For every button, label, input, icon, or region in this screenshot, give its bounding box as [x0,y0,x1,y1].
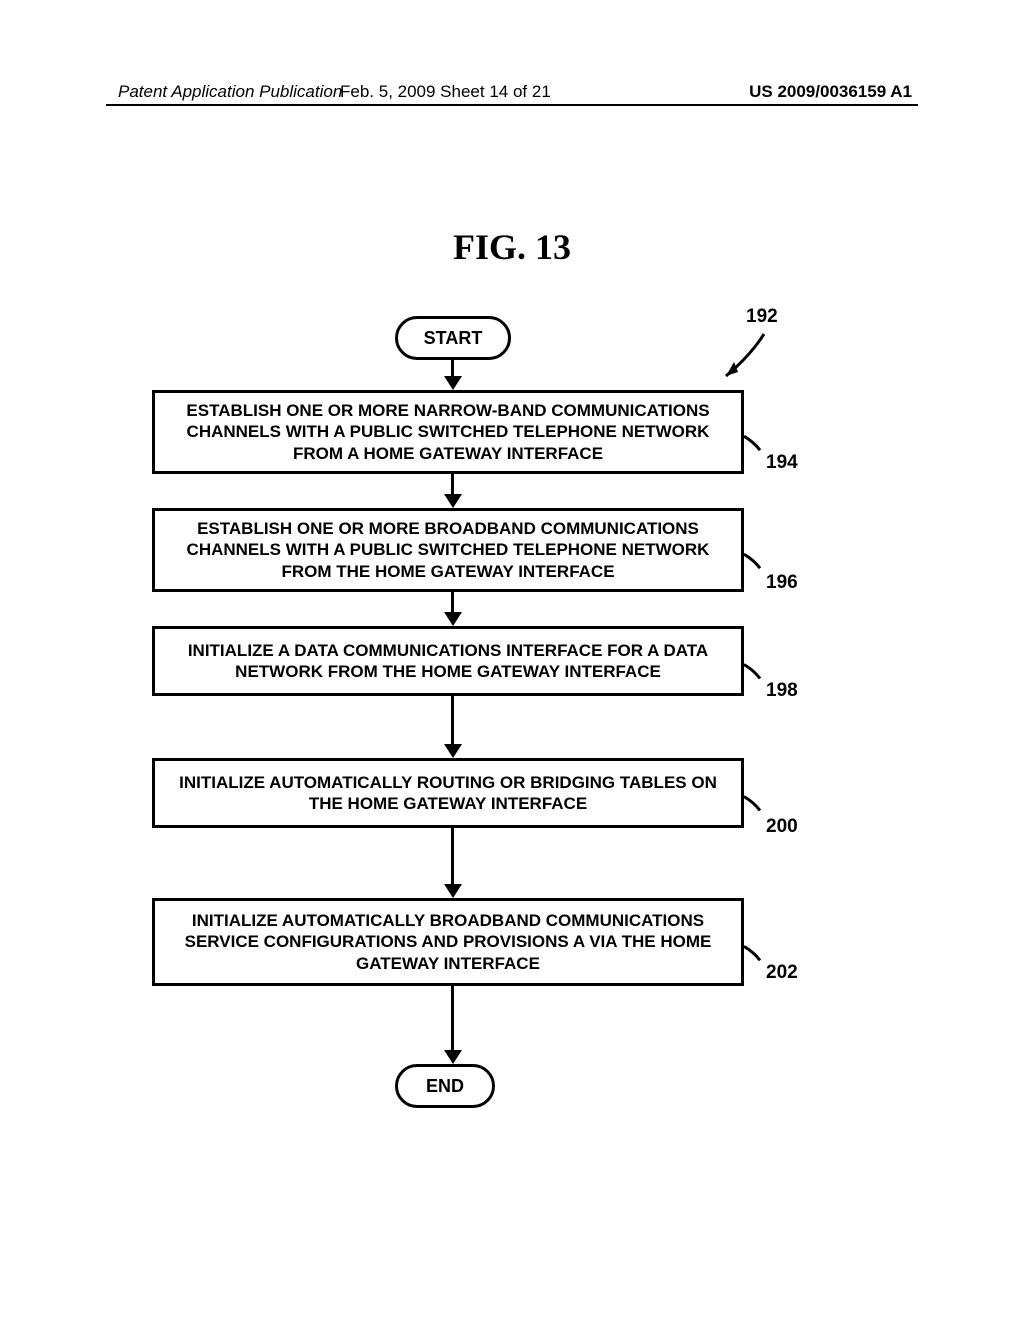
ref-label: 198 [766,680,798,702]
flow-arrow-head [444,744,462,758]
header-right: US 2009/0036159 A1 [749,82,912,102]
flow-arrow-head [444,884,462,898]
flow-arrow-line [451,696,454,746]
header-rule [106,104,918,106]
flow-arrow-line [451,592,454,614]
ref-overall: 192 [746,306,778,328]
flow-arrow-line [451,474,454,496]
ref-label: 202 [766,962,798,984]
process-box: INITIALIZE AUTOMATICALLY ROUTING OR BRID… [152,758,744,828]
flow-arrow-head [444,376,462,390]
header-middle: Feb. 5, 2009 Sheet 14 of 21 [340,82,551,102]
header-left: Patent Application Publication [118,82,342,102]
process-box: INITIALIZE A DATA COMMUNICATIONS INTERFA… [152,626,744,696]
ref-label: 194 [766,452,798,474]
ref-label: 196 [766,572,798,594]
flow-arrow-head [444,612,462,626]
flow-arrow-head [444,1050,462,1064]
end-terminator: END [395,1064,495,1108]
process-box: ESTABLISH ONE OR MORE NARROW-BAND COMMUN… [152,390,744,474]
page: Patent Application Publication Feb. 5, 2… [0,0,1024,1320]
flow-arrow-line [451,828,454,886]
start-terminator: START [395,316,511,360]
flow-arrow-line [451,986,454,1052]
figure-title: FIG. 13 [0,226,1024,268]
flow-arrow-head [444,494,462,508]
process-box: INITIALIZE AUTOMATICALLY BROADBAND COMMU… [152,898,744,986]
process-box: ESTABLISH ONE OR MORE BROADBAND COMMUNIC… [152,508,744,592]
ref-label: 200 [766,816,798,838]
